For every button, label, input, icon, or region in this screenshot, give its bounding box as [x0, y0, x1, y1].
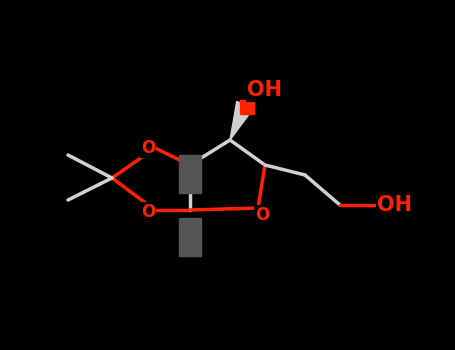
Bar	[179, 155, 201, 193]
Bar	[179, 218, 201, 256]
Text: OH: OH	[248, 80, 283, 100]
Text: O: O	[141, 139, 155, 157]
Text: O: O	[255, 206, 269, 224]
Text: OH: OH	[378, 195, 413, 215]
Bar	[240, 100, 254, 114]
Polygon shape	[230, 102, 253, 140]
Text: O: O	[141, 203, 155, 221]
